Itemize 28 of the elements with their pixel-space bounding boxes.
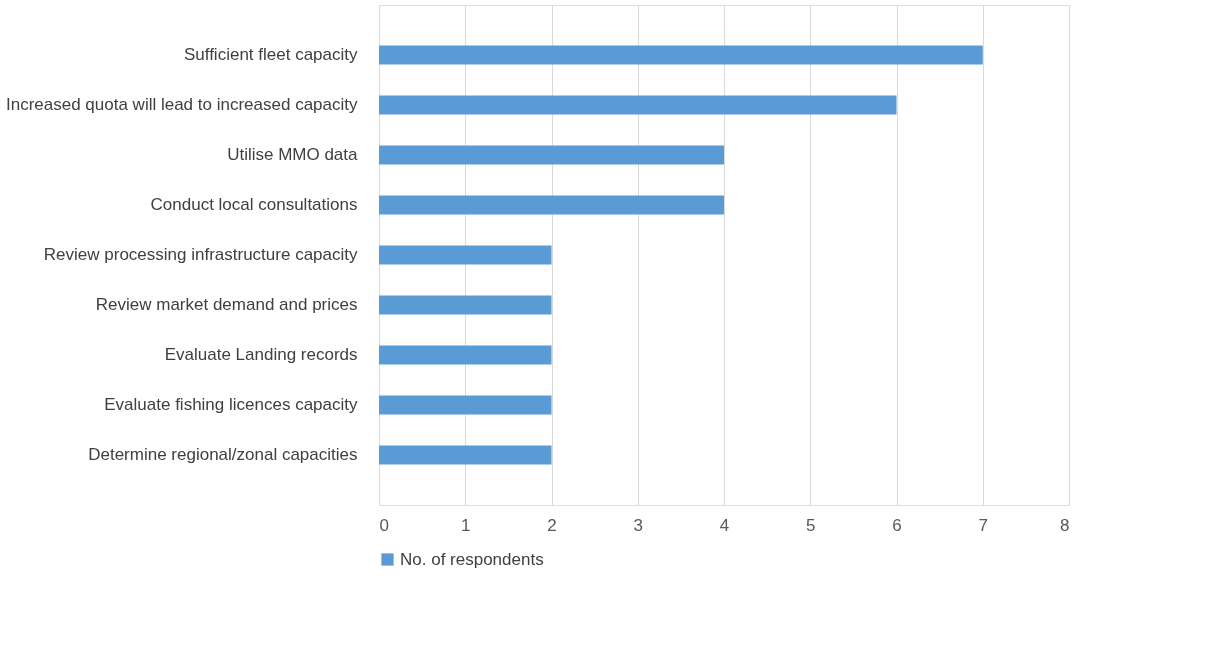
y-tick-label: Review processing infrastructure capacity bbox=[43, 245, 358, 264]
x-tick-label: 5 bbox=[806, 515, 816, 535]
y-tick-label: Evaluate Landing records bbox=[164, 345, 358, 364]
y-tick-label: Evaluate fishing licences capacity bbox=[104, 395, 358, 414]
x-tick-label: 8 bbox=[1060, 515, 1070, 535]
bar bbox=[379, 295, 552, 315]
legend-label: No. of respondents bbox=[400, 549, 544, 569]
y-tick-label: Review market demand and prices bbox=[95, 295, 358, 314]
bar bbox=[379, 95, 897, 115]
bar bbox=[379, 145, 724, 165]
bar bbox=[379, 445, 552, 465]
x-tick-label: 6 bbox=[892, 515, 902, 535]
bar bbox=[379, 395, 552, 415]
x-tick-label: 3 bbox=[633, 515, 643, 535]
x-tick-label: 7 bbox=[978, 515, 988, 535]
y-tick-label: Conduct local consultations bbox=[150, 195, 358, 214]
bar bbox=[379, 245, 552, 265]
x-tick-label: 1 bbox=[461, 515, 471, 535]
y-tick-label: Increased quota will lead to increased capacity bbox=[5, 95, 358, 114]
bar bbox=[379, 195, 724, 215]
bar bbox=[379, 45, 983, 65]
y-tick-label: Utilise MMO data bbox=[227, 145, 359, 164]
y-tick-label: Determine regional/zonal capacities bbox=[88, 445, 358, 464]
x-tick-label: 4 bbox=[719, 515, 730, 535]
x-tick-label: 2 bbox=[547, 515, 557, 535]
y-tick-label: Sufficient fleet capacity bbox=[183, 45, 358, 64]
x-tick-label: 0 bbox=[379, 515, 389, 535]
bar bbox=[379, 345, 552, 365]
